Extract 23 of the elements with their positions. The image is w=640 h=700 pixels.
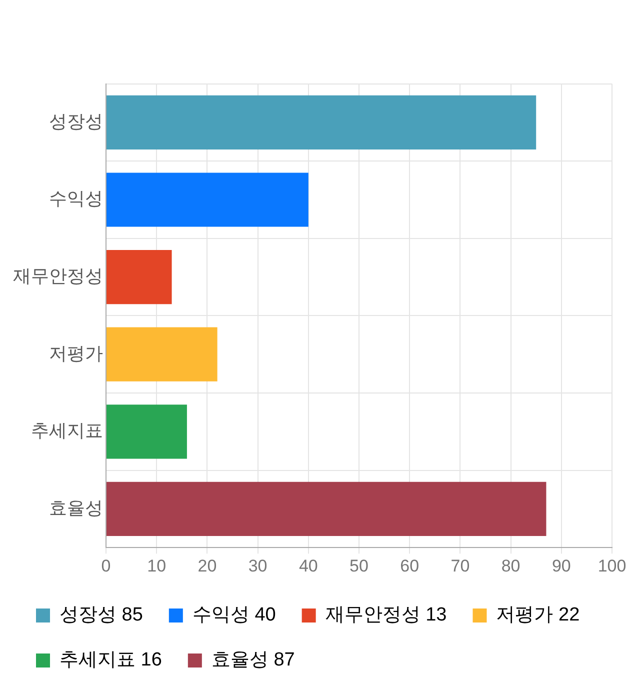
legend-label: 수익성 40 [192,604,276,626]
x-tick-label: 90 [552,556,571,576]
x-tick-label: 50 [350,556,368,576]
legend-label: 효율성 87 [211,650,295,671]
y-tick-label: 추세지표 [31,420,103,441]
x-tick-label: 60 [400,556,420,576]
x-tick-label: 0 [101,556,111,576]
x-tick-label: 20 [198,556,217,576]
x-tick-label: 30 [248,556,268,576]
y-tick-label: 수익성 [49,188,103,209]
x-tick-label: 70 [450,556,470,576]
x-tick-label: 80 [501,556,520,576]
x-tick-label: 40 [298,556,318,576]
x-tick-label: 10 [147,556,166,576]
legend-label: 성장성 85 [60,604,143,626]
y-tick-label: 재무안정성 [13,266,103,286]
y-tick-label: 성장성 [49,111,103,132]
x-tick-label: 100 [598,556,626,576]
legend-label: 추세지표 16 [60,650,162,671]
legend-label: 저평가 22 [496,604,580,626]
y-tick-label: 효율성 [49,498,103,518]
y-tick-label: 저평가 [49,343,103,364]
legend-label: 재무안정성 13 [325,604,447,626]
